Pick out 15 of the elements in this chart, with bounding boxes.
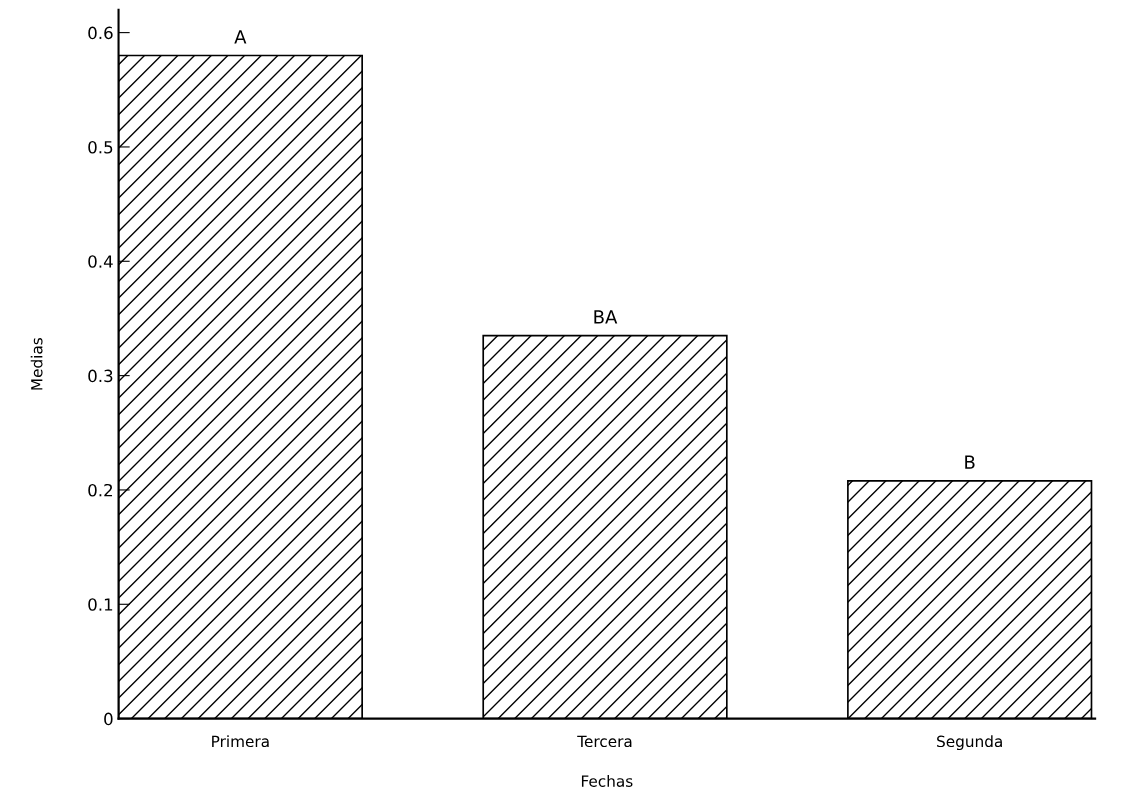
y-tick-label: 0.3	[88, 369, 113, 383]
x-axis-title: Fechas	[581, 775, 633, 787]
annotation: B	[965, 455, 975, 469]
x-tick-label: Segunda	[937, 735, 1002, 751]
y-tick-label: 0.5	[88, 140, 113, 154]
annotation: A	[234, 30, 247, 44]
y-axis-title: Medias	[30, 338, 43, 390]
annotation: BA	[594, 310, 618, 324]
y-tick-label: 0.6	[88, 26, 113, 40]
y-tick-label: 0.4	[88, 255, 113, 268]
y-tick-label: 0.1	[88, 598, 113, 611]
x-tick-label: Tercera	[577, 735, 632, 748]
x-tick-label: Primera	[212, 735, 269, 748]
y-tick-label: 0	[104, 712, 113, 726]
y-tick-label: 0.2	[88, 483, 113, 497]
